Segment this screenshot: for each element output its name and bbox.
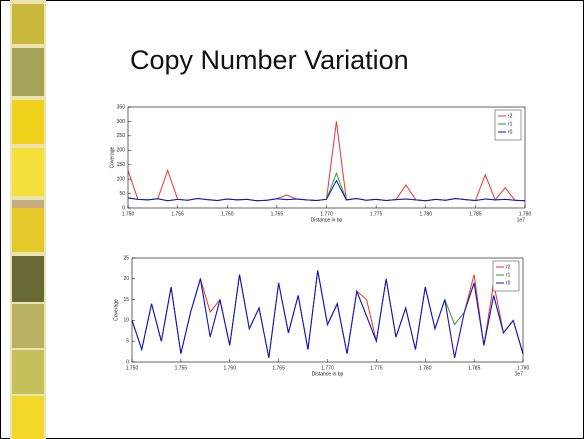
legend-label: r0	[506, 280, 511, 286]
x-tick-label: 1.790	[519, 211, 532, 217]
x-tick-label: 1.770	[320, 211, 333, 217]
y-tick-label: 100	[117, 176, 126, 182]
x-axis-label: Distance in bp	[312, 371, 344, 377]
x-tick-label: 1.770	[321, 365, 334, 371]
legend-label: r1	[508, 121, 513, 127]
chart: 0 5 10 15 20 25 1.750 1.755 1.760 1.765 1.770 1.775…	[113, 255, 529, 377]
y-tick-label: 20	[123, 276, 129, 282]
x-tick-label: 1.765	[271, 211, 284, 217]
y-axis-label: Coverage	[113, 299, 119, 321]
x-tick-label: 1.750	[122, 211, 135, 217]
y-tick-label: 250	[117, 133, 126, 139]
x-tick-label: 1.760	[221, 211, 234, 217]
y-tick-label: 150	[117, 162, 126, 168]
x-tick-label: 1.780	[419, 365, 432, 371]
x-axis-label: Distance in bp	[311, 217, 343, 223]
image-strip	[10, 0, 46, 439]
x-tick-label: 1.755	[171, 211, 184, 217]
x-tick-label: 1.790	[517, 365, 530, 371]
legend: r2 r1 r0	[492, 260, 520, 292]
legend-box	[492, 260, 520, 292]
y-tick-label: 350	[117, 104, 126, 110]
plot-area	[132, 258, 523, 362]
x-tick-label: 1.775	[370, 211, 383, 217]
data-line	[127, 179, 526, 202]
x-tick-label: 1.785	[469, 211, 482, 217]
plot-area	[128, 107, 525, 208]
y-tick-label: 15	[123, 297, 129, 303]
legend: r2 r1 r0	[494, 109, 522, 141]
legend-label: r1	[506, 272, 511, 278]
x-tick-label: 1.785	[468, 365, 481, 371]
y-tick-label: 5	[126, 339, 129, 345]
x-offset-label: 1e7	[517, 217, 526, 223]
y-tick-label: 0	[122, 205, 125, 211]
x-tick-label: 1.755	[175, 365, 188, 371]
legend-label: r0	[508, 129, 513, 135]
x-tick-label: 1.765	[272, 365, 285, 371]
y-tick-label: 300	[117, 119, 126, 125]
y-tick-label: 10	[123, 318, 129, 324]
x-tick-label: 1.750	[126, 365, 139, 371]
x-tick-label: 1.780	[419, 211, 432, 217]
y-tick-label: 200	[117, 148, 126, 154]
y-tick-label: 50	[119, 191, 125, 197]
chart: 0 50 100 150 200 250 300 350 1.750 1.755 1.760 1.76…	[109, 104, 531, 223]
y-tick-label: 25	[123, 255, 129, 261]
y-tick-label: 0	[126, 359, 129, 365]
legend-label: r2	[506, 264, 511, 270]
slide-title: Copy Number Variation	[130, 45, 409, 75]
y-axis-label: Coverage	[109, 146, 115, 168]
legend-box	[494, 109, 522, 141]
x-offset-label: 1e7	[515, 371, 524, 377]
x-tick-label: 1.760	[223, 365, 236, 371]
legend-label: r2	[508, 113, 513, 119]
x-tick-label: 1.775	[370, 365, 383, 371]
data-line	[131, 270, 524, 358]
